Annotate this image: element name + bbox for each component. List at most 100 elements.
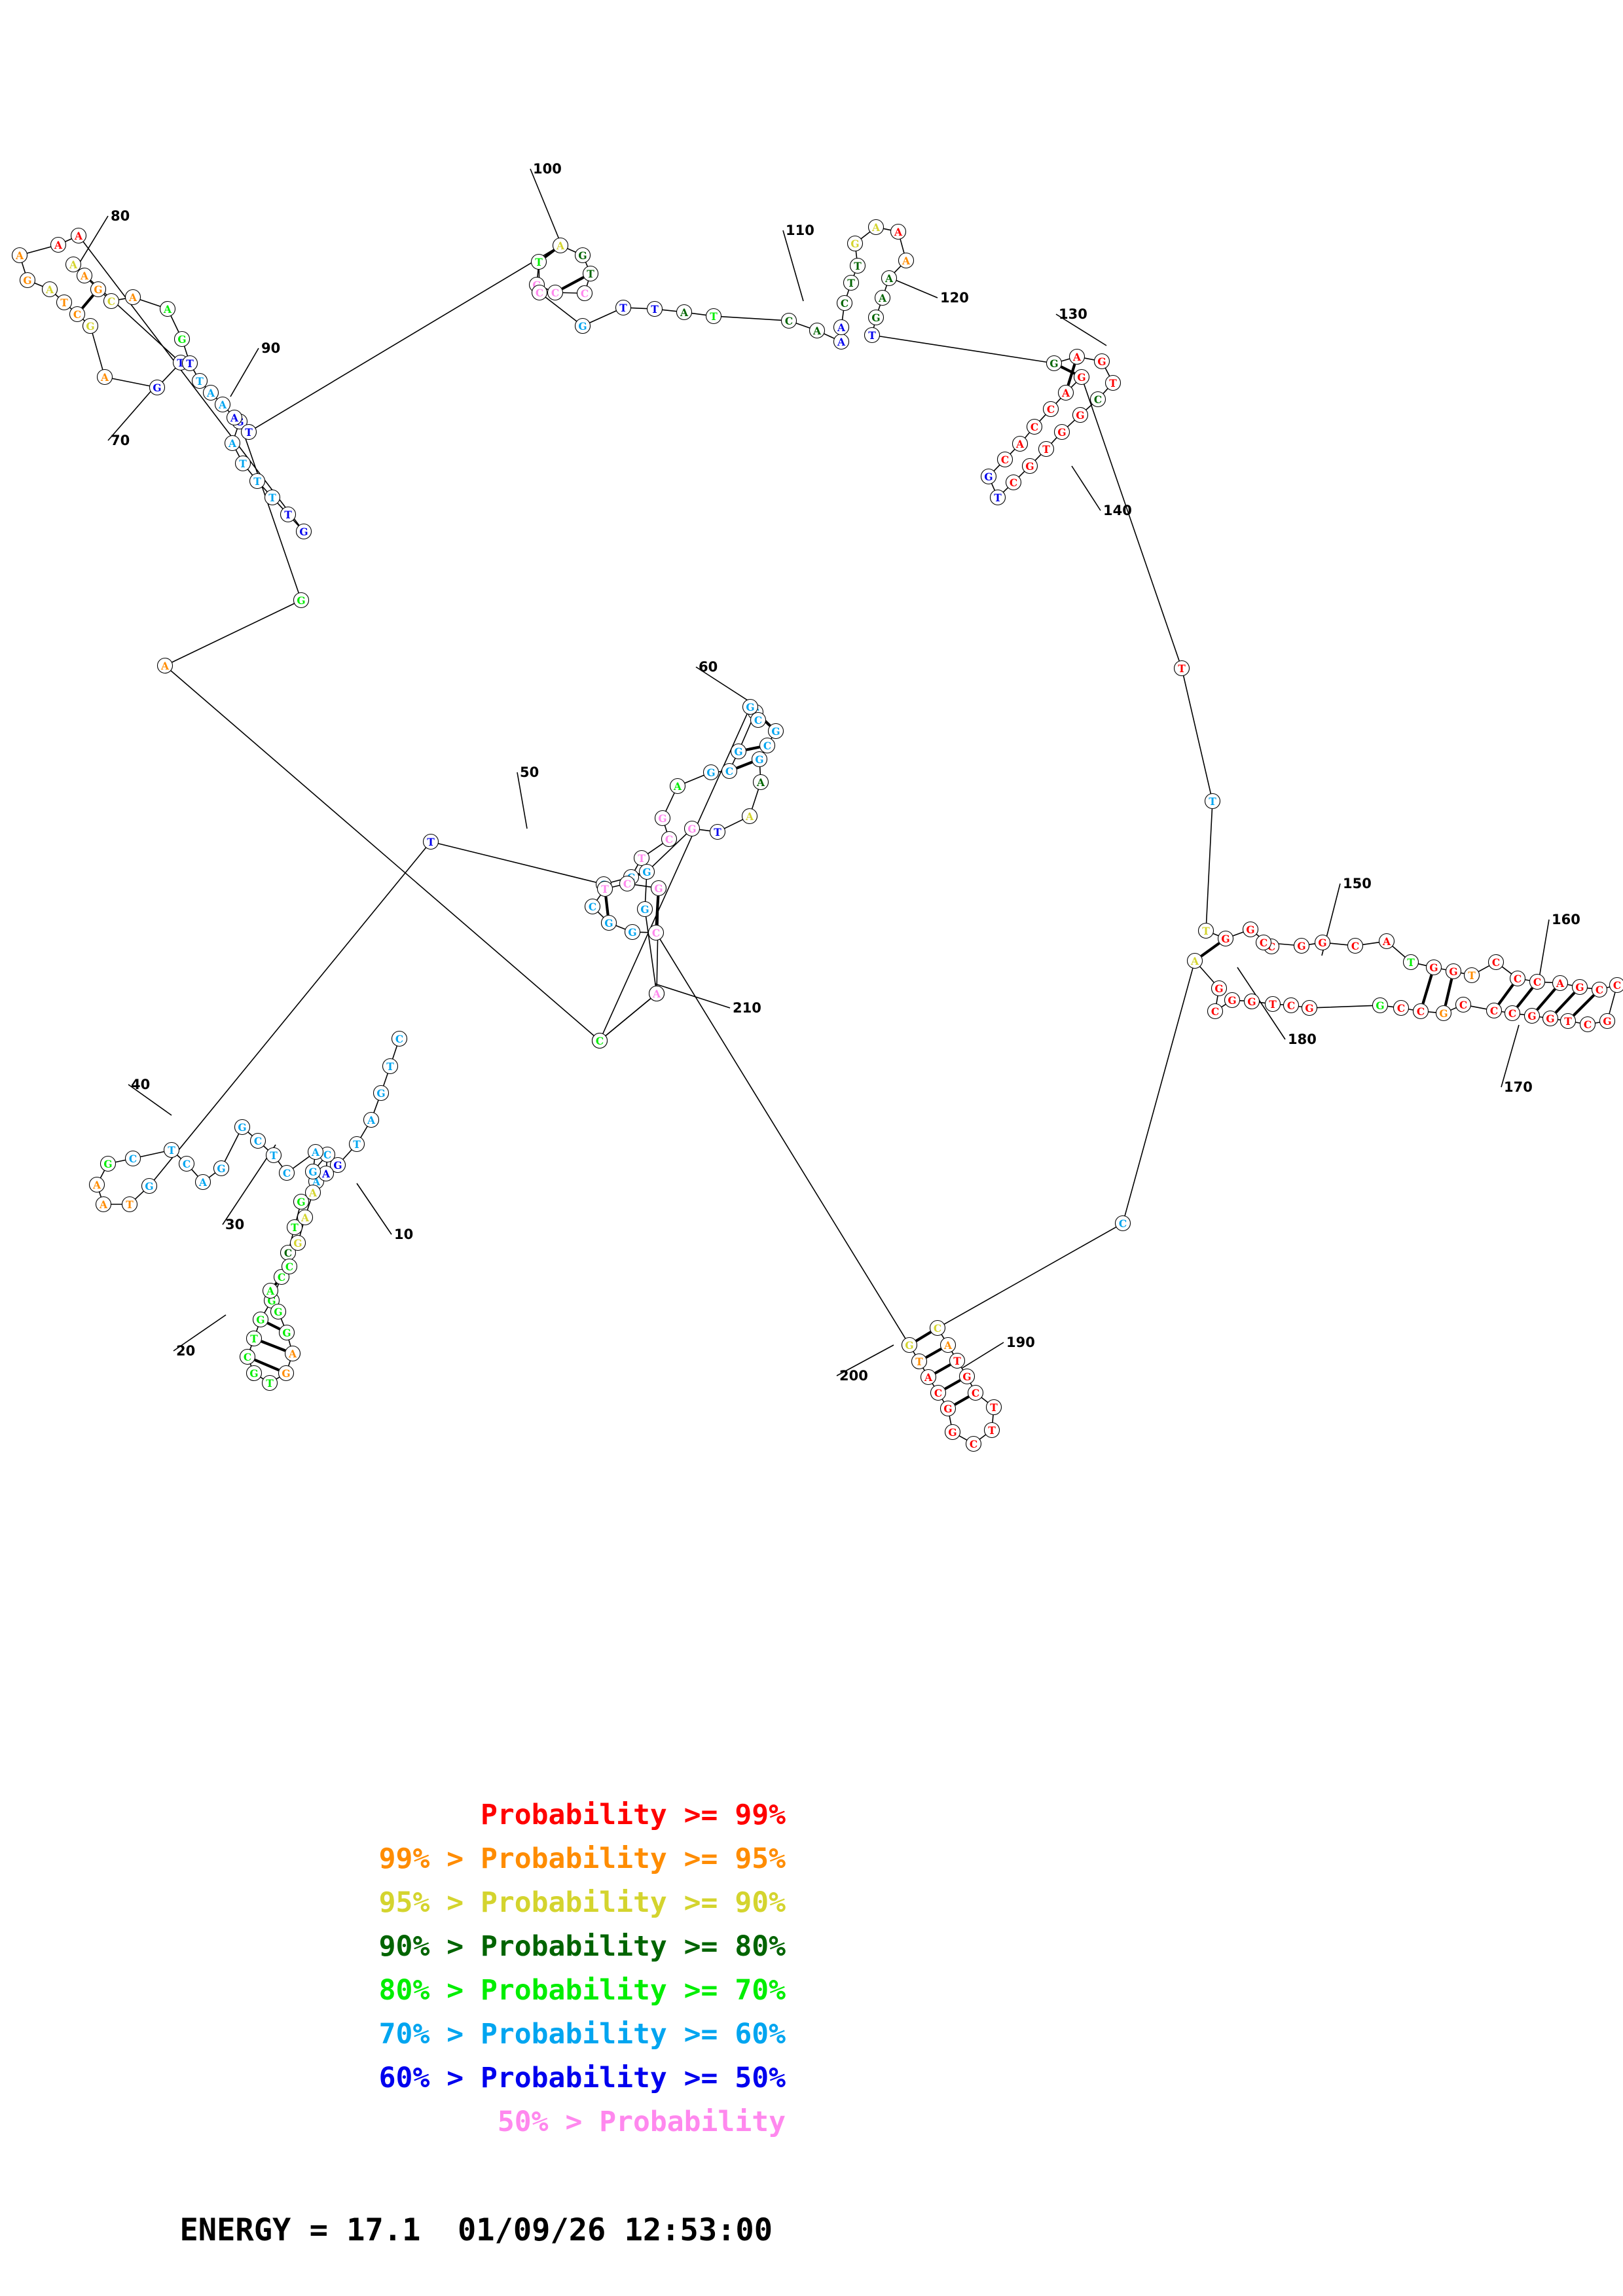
nucleotide-circle[interactable] — [1255, 934, 1272, 951]
nucleotide-circle[interactable] — [1393, 999, 1410, 1016]
nucleotide-circle[interactable] — [1579, 1016, 1596, 1033]
nucleotide-25[interactable]: A — [297, 1209, 314, 1226]
nucleotide-185[interactable]: C — [1207, 1003, 1224, 1020]
nucleotide-18[interactable]: G — [278, 1365, 295, 1382]
nucleotide-60[interactable]: A — [741, 808, 758, 825]
nucleotide-6[interactable]: G — [329, 1157, 346, 1174]
nucleotide-circle[interactable] — [224, 435, 241, 452]
nucleotide-circle[interactable] — [100, 1155, 117, 1172]
nucleotide-23[interactable]: C — [281, 1258, 298, 1275]
nucleotide-82[interactable]: C — [69, 306, 86, 323]
nucleotide-34[interactable]: G — [234, 1119, 251, 1136]
nucleotide-121[interactable]: A — [867, 219, 884, 236]
nucleotide-circle[interactable] — [1207, 1003, 1224, 1020]
nucleotide-70[interactable]: A — [224, 435, 241, 452]
nucleotide-13[interactable]: G — [252, 1311, 269, 1328]
nucleotide-circle[interactable] — [1463, 967, 1480, 984]
nucleotide-circle[interactable] — [576, 285, 593, 302]
nucleotide-4[interactable]: A — [363, 1111, 380, 1128]
nucleotide-circle[interactable] — [239, 1348, 256, 1365]
nucleotide-circle[interactable] — [1529, 973, 1546, 990]
nucleotide-202[interactable]: G — [901, 1336, 918, 1354]
nucleotide-208[interactable]: C — [619, 875, 636, 892]
nucleotide-192[interactable]: G — [958, 1368, 976, 1385]
nucleotide-circle[interactable] — [41, 281, 58, 298]
nucleotide-172[interactable]: G — [1523, 1007, 1541, 1024]
nucleotide-57[interactable]: C — [759, 737, 776, 754]
nucleotide-circle[interactable] — [284, 1345, 301, 1362]
nucleotide-circle[interactable] — [1504, 1005, 1521, 1022]
nucleotide-199[interactable]: C — [930, 1384, 947, 1401]
nucleotide-119[interactable]: T — [849, 257, 866, 274]
nucleotide-circle[interactable] — [742, 698, 759, 715]
nucleotide-104[interactable]: C — [547, 284, 564, 301]
nucleotide-77[interactable]: A — [50, 236, 67, 253]
nucleotide-127[interactable]: T — [864, 327, 881, 344]
nucleotide-circle[interactable] — [654, 810, 671, 827]
nucleotide-63[interactable]: G — [638, 863, 655, 880]
nucleotide-9[interactable]: T — [286, 1219, 303, 1236]
nucleotide-circle[interactable] — [1347, 937, 1364, 954]
nucleotide-186[interactable]: G — [1211, 980, 1228, 997]
nucleotide-157[interactable]: T — [1402, 954, 1419, 971]
nucleotide-164[interactable]: A — [1552, 975, 1569, 992]
nucleotide-circle[interactable] — [965, 1435, 982, 1452]
nucleotide-212[interactable]: G — [742, 698, 759, 715]
nucleotide-circle[interactable] — [1378, 933, 1395, 950]
nucleotide-171[interactable]: G — [1542, 1010, 1559, 1027]
nucleotide-107[interactable]: C — [531, 284, 548, 301]
nucleotide-circle[interactable] — [1057, 384, 1074, 401]
nucleotide-circle[interactable] — [214, 396, 231, 413]
nucleotide-circle[interactable] — [619, 875, 636, 892]
nucleotide-170[interactable]: T — [1559, 1013, 1577, 1030]
nucleotide-circle[interactable] — [751, 751, 768, 768]
nucleotide-circle[interactable] — [881, 270, 898, 287]
nucleotide-203[interactable]: C — [647, 924, 665, 941]
nucleotide-187[interactable]: A — [1186, 952, 1203, 969]
nucleotide-1[interactable]: C — [391, 1030, 408, 1047]
nucleotide-110[interactable]: T — [646, 300, 663, 317]
nucleotide-circle[interactable] — [547, 284, 564, 301]
nucleotide-circle[interactable] — [96, 368, 113, 386]
nucleotide-106[interactable]: T — [530, 253, 547, 270]
nucleotide-circle[interactable] — [1445, 963, 1462, 980]
nucleotide-24[interactable]: G — [289, 1234, 306, 1251]
nucleotide-circle[interactable] — [730, 743, 747, 760]
nucleotide-circle[interactable] — [980, 468, 997, 485]
nucleotide-circle[interactable] — [202, 384, 219, 401]
nucleotide-95[interactable]: T — [191, 372, 208, 389]
nucleotide-circle[interactable] — [1455, 996, 1472, 1013]
nucleotide-83[interactable]: G — [82, 317, 99, 334]
nucleotide-circle[interactable] — [930, 1384, 947, 1401]
nucleotide-191[interactable]: T — [949, 1352, 966, 1369]
nucleotide-circle[interactable] — [911, 1353, 928, 1370]
nucleotide-20[interactable]: G — [278, 1324, 295, 1341]
nucleotide-50[interactable]: G — [654, 810, 671, 827]
nucleotide-97[interactable]: A — [214, 396, 231, 413]
nucleotide-circle[interactable] — [1046, 355, 1063, 372]
nucleotide-circle[interactable] — [50, 236, 67, 253]
nucleotide-circle[interactable] — [1204, 793, 1221, 810]
nucleotide-113[interactable]: C — [780, 312, 797, 329]
nucleotide-circle[interactable] — [261, 1374, 278, 1391]
nucleotide-circle[interactable] — [1435, 1005, 1452, 1022]
nucleotide-189[interactable]: C — [929, 1319, 946, 1336]
nucleotide-156[interactable]: A — [1378, 933, 1395, 950]
nucleotide-166[interactable]: C — [1591, 981, 1608, 998]
nucleotide-159[interactable]: G — [1445, 963, 1462, 980]
nucleotide-79[interactable]: G — [19, 272, 36, 289]
nucleotide-207[interactable]: T — [596, 880, 613, 897]
nucleotide-circle[interactable] — [867, 309, 884, 326]
nucleotide-52[interactable]: G — [702, 764, 720, 781]
nucleotide-circle[interactable] — [422, 833, 439, 850]
nucleotide-134[interactable]: G — [1053, 423, 1070, 440]
nucleotide-38[interactable]: T — [163, 1141, 180, 1158]
nucleotide-circle[interactable] — [88, 1176, 105, 1193]
nucleotide-149[interactable]: G — [1217, 930, 1234, 947]
nucleotide-89[interactable]: G — [90, 281, 107, 298]
nucleotide-circle[interactable] — [70, 227, 87, 244]
nucleotide-circle[interactable] — [752, 774, 769, 791]
nucleotide-circle[interactable] — [1486, 1002, 1503, 1019]
nucleotide-131[interactable]: T — [1104, 374, 1122, 391]
nucleotide-126[interactable]: G — [867, 309, 884, 326]
